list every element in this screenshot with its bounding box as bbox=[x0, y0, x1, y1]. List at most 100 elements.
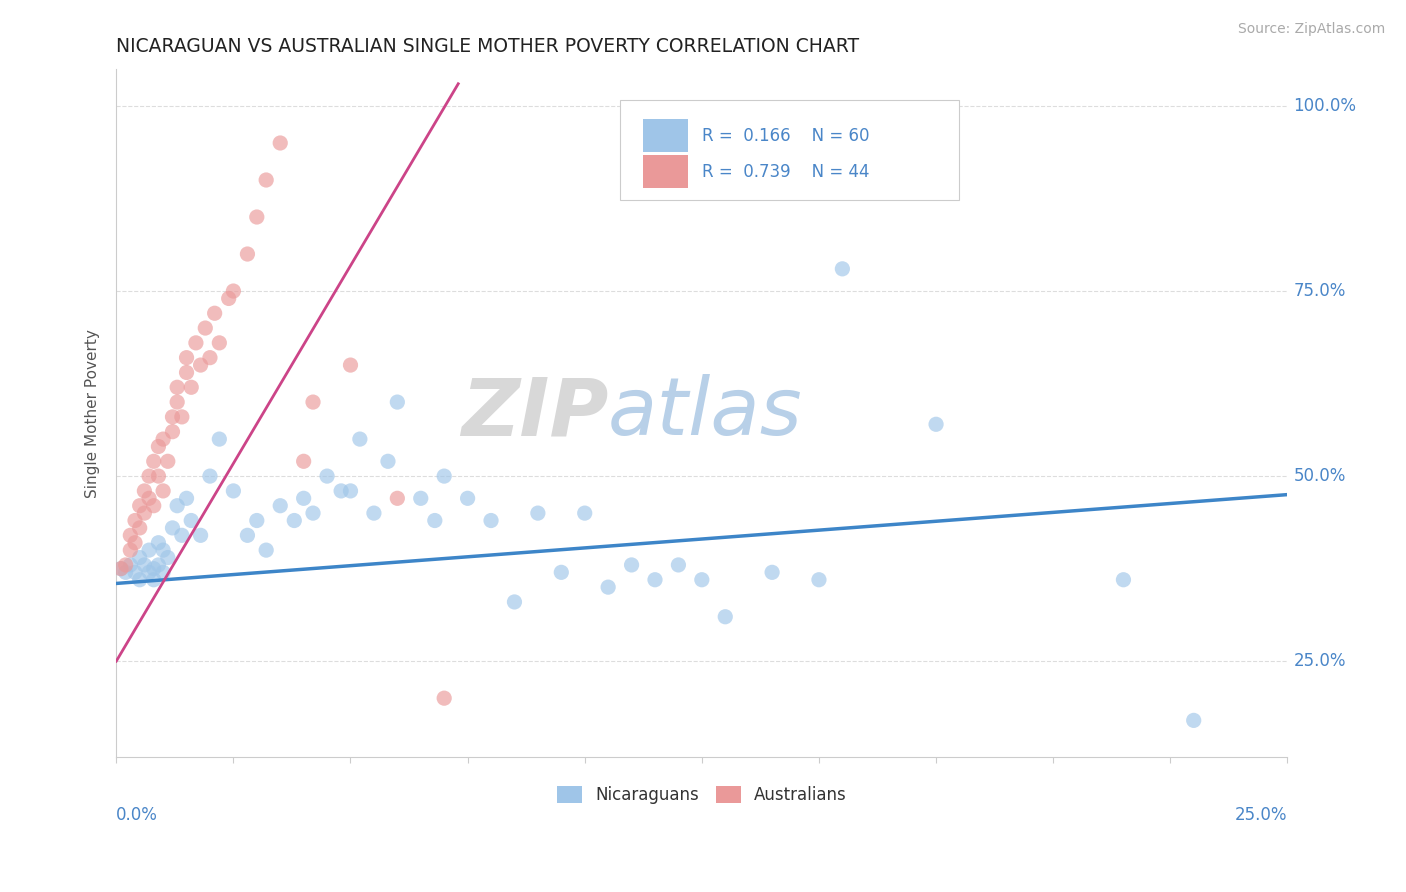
Point bbox=[292, 454, 315, 468]
Point bbox=[302, 506, 325, 520]
Point bbox=[208, 335, 231, 350]
Point bbox=[134, 558, 156, 572]
Point bbox=[236, 528, 259, 542]
Point bbox=[479, 514, 502, 528]
Point bbox=[208, 432, 231, 446]
Point bbox=[269, 499, 291, 513]
Point bbox=[148, 558, 170, 572]
Legend: Nicaraguans, Australians: Nicaraguans, Australians bbox=[550, 780, 853, 811]
Point bbox=[222, 483, 245, 498]
Point bbox=[387, 491, 409, 506]
Point bbox=[377, 454, 399, 468]
Point bbox=[166, 395, 188, 409]
Point bbox=[152, 483, 174, 498]
Point bbox=[176, 351, 198, 365]
Point bbox=[316, 469, 339, 483]
Point bbox=[433, 469, 456, 483]
Point bbox=[222, 284, 245, 298]
FancyBboxPatch shape bbox=[620, 100, 959, 200]
Point bbox=[114, 558, 136, 572]
Text: R =  0.166    N = 60: R = 0.166 N = 60 bbox=[702, 128, 869, 145]
Point bbox=[246, 210, 269, 224]
Text: 100.0%: 100.0% bbox=[1294, 97, 1357, 115]
Point bbox=[138, 543, 160, 558]
Point bbox=[254, 543, 277, 558]
Point bbox=[176, 491, 198, 506]
Point bbox=[218, 292, 240, 306]
Point bbox=[574, 506, 596, 520]
Point bbox=[148, 535, 170, 549]
Point bbox=[134, 483, 156, 498]
Y-axis label: Single Mother Poverty: Single Mother Poverty bbox=[86, 329, 100, 498]
Point bbox=[114, 566, 136, 580]
Point bbox=[176, 366, 198, 380]
Point bbox=[339, 358, 361, 372]
Point bbox=[166, 380, 188, 394]
Text: NICARAGUAN VS AUSTRALIAN SINGLE MOTHER POVERTY CORRELATION CHART: NICARAGUAN VS AUSTRALIAN SINGLE MOTHER P… bbox=[117, 37, 859, 56]
Point bbox=[423, 514, 446, 528]
Point bbox=[339, 483, 361, 498]
Point bbox=[598, 580, 620, 594]
Point bbox=[204, 306, 226, 320]
Point bbox=[152, 432, 174, 446]
Point bbox=[387, 395, 409, 409]
Text: 50.0%: 50.0% bbox=[1294, 467, 1346, 485]
Point bbox=[124, 566, 146, 580]
Point bbox=[128, 573, 150, 587]
Point bbox=[668, 558, 690, 572]
Point bbox=[433, 691, 456, 706]
Point bbox=[254, 173, 277, 187]
FancyBboxPatch shape bbox=[644, 120, 688, 153]
Point bbox=[120, 528, 142, 542]
Point bbox=[690, 573, 713, 587]
Point bbox=[128, 521, 150, 535]
Point bbox=[714, 609, 737, 624]
Text: R =  0.739    N = 44: R = 0.739 N = 44 bbox=[702, 163, 869, 181]
Point bbox=[162, 521, 184, 535]
Point bbox=[156, 550, 179, 565]
Point bbox=[110, 561, 132, 575]
Point bbox=[134, 506, 156, 520]
Point bbox=[349, 432, 371, 446]
Point bbox=[152, 566, 174, 580]
Text: 75.0%: 75.0% bbox=[1294, 282, 1346, 300]
Point bbox=[190, 358, 212, 372]
Point bbox=[138, 491, 160, 506]
Point bbox=[148, 469, 170, 483]
Point bbox=[550, 566, 572, 580]
Point bbox=[1112, 573, 1135, 587]
Point bbox=[1182, 714, 1205, 728]
Point bbox=[142, 454, 165, 468]
Point bbox=[246, 514, 269, 528]
Point bbox=[166, 499, 188, 513]
Text: atlas: atlas bbox=[609, 374, 803, 452]
Point bbox=[283, 514, 305, 528]
Text: 25.0%: 25.0% bbox=[1234, 805, 1288, 823]
Text: 25.0%: 25.0% bbox=[1294, 652, 1346, 670]
Point bbox=[148, 440, 170, 454]
Point bbox=[170, 528, 193, 542]
Point bbox=[184, 335, 207, 350]
Point bbox=[761, 566, 783, 580]
Point bbox=[620, 558, 643, 572]
Point bbox=[124, 514, 146, 528]
Point bbox=[152, 543, 174, 558]
Point bbox=[120, 543, 142, 558]
Point bbox=[162, 425, 184, 439]
Point bbox=[269, 136, 291, 150]
Point bbox=[162, 409, 184, 424]
Point bbox=[457, 491, 479, 506]
Point bbox=[190, 528, 212, 542]
Point bbox=[194, 321, 217, 335]
Point bbox=[831, 261, 853, 276]
Point bbox=[292, 491, 315, 506]
Text: 0.0%: 0.0% bbox=[117, 805, 157, 823]
Point bbox=[527, 506, 550, 520]
Point bbox=[120, 558, 142, 572]
Point bbox=[142, 499, 165, 513]
Point bbox=[236, 247, 259, 261]
Point bbox=[409, 491, 432, 506]
Point bbox=[807, 573, 830, 587]
Point bbox=[180, 514, 202, 528]
Point bbox=[128, 550, 150, 565]
